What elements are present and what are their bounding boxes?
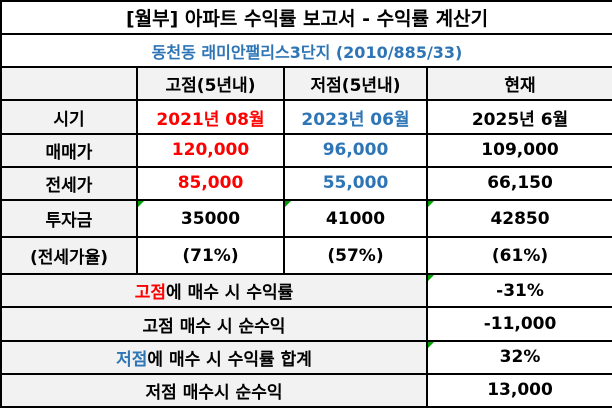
header-empty-cell bbox=[1, 67, 137, 100]
investment-peak-amount: 35000 bbox=[137, 200, 284, 237]
period-row: 시기 2021년 08월 2023년 06월 2025년 6월 bbox=[1, 100, 612, 133]
jeonse-ratio-label: (전세가율) bbox=[1, 237, 137, 274]
sale-price-label: 매매가 bbox=[1, 134, 137, 167]
peak-profit-value: -11,000 bbox=[427, 307, 612, 340]
complex-subtitle: 동천동 래미안팰리스3단지 (2010/885/33) bbox=[1, 34, 612, 67]
sale-price-current: 109,000 bbox=[427, 134, 612, 167]
sale-price-low: 96,000 bbox=[284, 134, 427, 167]
jeonse-ratio-low: (57%) bbox=[284, 237, 427, 274]
low-return-label: 저점에 매수 시 수익률 합계 bbox=[1, 341, 427, 374]
header-peak: 고점(5년내) bbox=[137, 67, 284, 100]
jeonse-price-label: 전세가 bbox=[1, 167, 137, 200]
period-peak: 2021년 08월 bbox=[137, 100, 284, 133]
jeonse-price-current: 66,150 bbox=[427, 167, 612, 200]
low-return-row: 저점에 매수 시 수익률 합계 32% bbox=[1, 341, 612, 374]
jeonse-price-peak: 85,000 bbox=[137, 167, 284, 200]
period-current: 2025년 6월 bbox=[427, 100, 612, 133]
jeonse-price-row: 전세가 85,000 55,000 66,150 bbox=[1, 167, 612, 200]
peak-return-row: 고점에 매수 시 수익률 -31% bbox=[1, 274, 612, 307]
period-low: 2023년 06월 bbox=[284, 100, 427, 133]
peak-return-label: 고점에 매수 시 수익률 bbox=[1, 274, 427, 307]
investment-amount-row: 투자금 35000 41000 42850 bbox=[1, 200, 612, 237]
low-profit-row: 저점 매수시 순수익 13,000 bbox=[1, 374, 612, 407]
header-current: 현재 bbox=[427, 67, 612, 100]
subtitle-row: 동천동 래미안팰리스3단지 (2010/885/33) bbox=[1, 34, 612, 67]
jeonse-price-low: 55,000 bbox=[284, 167, 427, 200]
header-row: 고점(5년내) 저점(5년내) 현재 bbox=[1, 67, 612, 100]
investment-low-amount: 41000 bbox=[284, 200, 427, 237]
jeonse-ratio-current: (61%) bbox=[427, 237, 612, 274]
report-title: [월부] 아파트 수익률 보고서 - 수익률 계산기 bbox=[1, 1, 612, 34]
low-profit-value: 13,000 bbox=[427, 374, 612, 407]
title-row: [월부] 아파트 수익률 보고서 - 수익률 계산기 bbox=[1, 1, 612, 34]
peak-profit-label: 고점 매수 시 순수익 bbox=[1, 307, 427, 340]
low-return-value: 32% bbox=[427, 341, 612, 374]
sale-price-row: 매매가 120,000 96,000 109,000 bbox=[1, 134, 612, 167]
peak-return-label-highlight: 고점 bbox=[135, 283, 166, 303]
jeonse-ratio-peak: (71%) bbox=[137, 237, 284, 274]
peak-return-label-rest: 에 매수 시 수익률 bbox=[166, 283, 293, 303]
investment-current-amount: 42850 bbox=[427, 200, 612, 237]
header-low: 저점(5년내) bbox=[284, 67, 427, 100]
low-profit-label: 저점 매수시 순수익 bbox=[1, 374, 427, 407]
peak-return-value: -31% bbox=[427, 274, 612, 307]
low-return-label-highlight: 저점 bbox=[116, 350, 147, 370]
investment-label: 투자금 bbox=[1, 200, 137, 237]
period-label: 시기 bbox=[1, 100, 137, 133]
sale-price-peak: 120,000 bbox=[137, 134, 284, 167]
jeonse-ratio-row: (전세가율) (71%) (57%) (61%) bbox=[1, 237, 612, 274]
low-return-label-rest: 에 매수 시 수익률 합계 bbox=[147, 350, 311, 370]
peak-profit-row: 고점 매수 시 순수익 -11,000 bbox=[1, 307, 612, 340]
